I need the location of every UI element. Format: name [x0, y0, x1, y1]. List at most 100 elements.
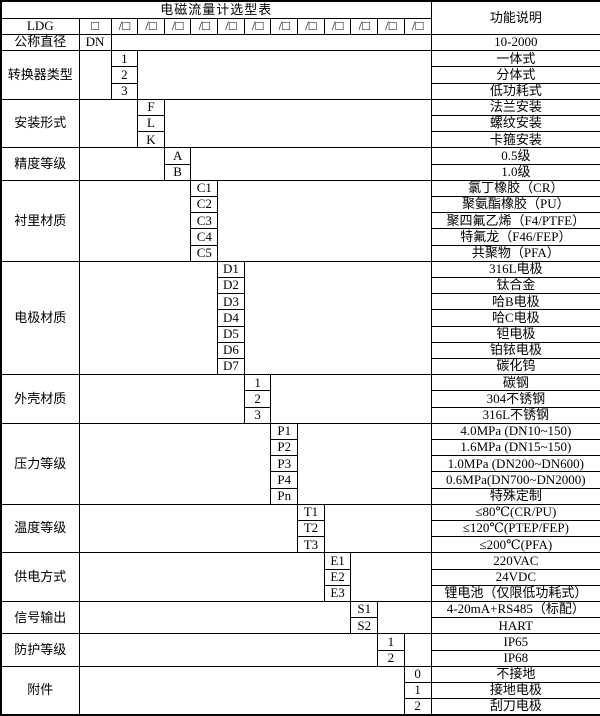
option-description-cell: 氯丁橡胶（CR） [430, 179, 600, 197]
option-code-cell: T1 [297, 503, 325, 522]
section-label: 衬里材质 [0, 179, 80, 262]
spacer-cell [163, 98, 432, 149]
model-code-slot: /□ [110, 17, 139, 35]
option-description-cell: IP68 [430, 649, 600, 667]
option-description-cell: 不接地 [430, 665, 600, 684]
option-code-cell: F [137, 98, 165, 116]
option-description-cell: 碳钢 [430, 374, 600, 392]
option-description-cell: 螺纹安装 [430, 114, 600, 133]
option-code-cell: S2 [350, 617, 379, 635]
spacer-cell [377, 601, 432, 635]
option-code-cell: 1 [403, 682, 432, 700]
section-label: 电极材质 [0, 260, 80, 376]
spacer-cell [78, 665, 405, 716]
option-description-cell: 特殊定制 [430, 487, 600, 505]
option-description-cell: 0.6MPa(DN700~DN2000) [430, 471, 600, 489]
option-description-cell: 1.6MPa (DN15~150) [430, 438, 600, 457]
option-code-cell: S1 [350, 601, 379, 619]
option-description-cell: ≤80℃(CR/PU) [430, 503, 600, 522]
option-description-cell: IP65 [430, 633, 600, 651]
option-description-cell: 24VDC [430, 568, 600, 586]
option-description-cell: 共聚物（PFA） [430, 244, 600, 262]
table-title: 电磁流量计选型表 [0, 0, 432, 19]
model-code-slot: /□ [137, 17, 165, 35]
option-code-cell: D5 [217, 325, 245, 343]
section-label: 压力等级 [0, 422, 80, 505]
spacer-cell [78, 633, 379, 667]
spacer-cell [78, 98, 139, 149]
section-label: 防护等级 [0, 633, 80, 667]
spacer-cell [137, 50, 432, 100]
section-label: 供电方式 [0, 552, 80, 603]
model-code-slot: /□ [323, 17, 352, 35]
option-description-cell: 316L电极 [430, 260, 600, 278]
function-description-header: 功能说明 [430, 0, 600, 35]
option-description-cell: 法兰安装 [430, 98, 600, 116]
option-code-cell: 1 [110, 50, 139, 68]
model-code-slot: /□ [217, 17, 245, 35]
option-code-cell: E1 [323, 552, 352, 570]
option-description-cell: 4-20mA+RS485（标配） [430, 601, 600, 619]
spacer-cell [78, 147, 165, 181]
section-label: 公称直径 [0, 33, 80, 52]
option-description-cell: 220VAC [430, 552, 600, 570]
option-description-cell: ≤120℃(PTEP/FEP) [430, 519, 600, 538]
spacer-cell [403, 633, 432, 667]
option-code-cell: 3 [110, 82, 139, 100]
option-code-cell: DN [78, 33, 112, 52]
option-description-cell: 低功耗式 [430, 82, 600, 100]
option-code-cell: E3 [323, 584, 352, 603]
option-description-cell: 钛合金 [430, 276, 600, 295]
option-code-cell: D3 [217, 293, 245, 311]
option-code-cell: B [163, 163, 192, 181]
spacer-cell [78, 50, 112, 100]
option-code-cell: 1 [243, 374, 272, 392]
section-label: 信号输出 [0, 601, 80, 635]
option-code-cell: 2 [110, 66, 139, 84]
option-description-cell: 卡箍安装 [430, 131, 600, 149]
section-label: 外壳材质 [0, 374, 80, 424]
option-description-cell: 304不锈钢 [430, 390, 600, 408]
section-label: 精度等级 [0, 147, 80, 181]
option-description-cell: 接地电极 [430, 682, 600, 700]
option-description-cell: 1.0级 [430, 163, 600, 181]
option-description-cell: 刮刀电极 [430, 698, 600, 716]
option-description-cell: 铂铱电极 [430, 341, 600, 359]
model-code-slot: /□ [297, 17, 325, 35]
model-code-slot: /□ [190, 17, 219, 35]
option-description-cell: 4.0MPa (DN10~150) [430, 422, 600, 440]
spacer-cell [297, 422, 432, 505]
option-code-cell: 0 [403, 665, 432, 684]
option-code-cell: A [163, 147, 192, 165]
option-description-cell: 一体式 [430, 50, 600, 68]
model-code-slot: /□ [350, 17, 379, 35]
option-description-cell: 特氟龙（F46/FEP） [430, 228, 600, 246]
option-code-cell: P3 [270, 455, 299, 473]
option-code-cell: T3 [297, 536, 325, 554]
option-code-cell: C5 [190, 244, 219, 262]
spacer-cell [190, 147, 432, 181]
section-label: 转换器类型 [0, 50, 80, 100]
option-description-cell: ≤200℃(PFA) [430, 536, 600, 554]
option-code-cell: D1 [217, 260, 245, 278]
option-description-cell: 哈B电极 [430, 293, 600, 311]
option-code-cell: P2 [270, 438, 299, 457]
option-code-cell: D7 [217, 357, 245, 376]
spacer-cell [78, 179, 192, 262]
option-code-cell: D2 [217, 276, 245, 295]
model-code-slot: /□ [243, 17, 272, 35]
model-code-prefix: LDG [0, 17, 80, 35]
option-description-cell: 聚氨酯橡胶（PU） [430, 195, 600, 214]
option-code-cell: E2 [323, 568, 352, 586]
model-code-slot: /□ [270, 17, 299, 35]
spacer-cell [78, 422, 272, 505]
spacer-cell [78, 552, 325, 603]
option-description-cell: 锂电池（仅限低功耗式） [430, 584, 600, 603]
model-code-slot: /□ [377, 17, 405, 35]
option-code-cell: 2 [243, 390, 272, 408]
option-description-cell: HART [430, 617, 600, 635]
spacer-cell [110, 33, 432, 52]
option-code-cell: D6 [217, 341, 245, 359]
option-code-cell: C4 [190, 228, 219, 246]
